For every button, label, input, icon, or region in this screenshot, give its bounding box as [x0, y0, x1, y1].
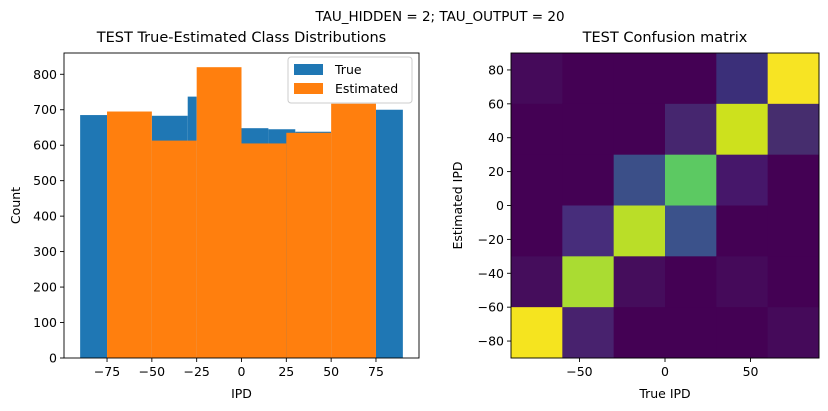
cm-cell-r2-c5 — [767, 154, 820, 206]
confusion-matrix-title: TEST Confusion matrix — [582, 30, 748, 46]
cm-y-tick-label: 60 — [488, 96, 504, 111]
cm-cell-r0-c2 — [613, 53, 666, 105]
y-tick-label: 600 — [33, 138, 57, 153]
cm-cell-r5-c4 — [716, 307, 769, 359]
cm-cell-r3-c2 — [613, 205, 666, 257]
estimated-bar-2 — [196, 67, 242, 358]
distribution-legend: True Estimated — [287, 56, 413, 104]
cm-cell-r3-c0 — [511, 205, 563, 257]
figure-suptitle: TAU_HIDDEN = 2; TAU_OUTPUT = 20 — [314, 9, 564, 25]
x-tick-label: 0 — [238, 364, 246, 379]
x-tick-label: −25 — [183, 364, 209, 379]
y-tick-label: 0 — [49, 351, 57, 366]
estimated-bar-4 — [286, 132, 332, 358]
y-tick-label: 700 — [33, 102, 57, 117]
confusion-matrix-y-label: Estimated IPD — [450, 162, 465, 250]
confusion-matrix-cells — [511, 53, 820, 359]
cm-cell-r5-c0 — [511, 307, 563, 359]
legend-label-true: True — [334, 62, 362, 77]
cm-y-tick-label: 40 — [488, 130, 504, 145]
x-tick-label: 25 — [278, 364, 294, 379]
cm-cell-r0-c4 — [716, 53, 769, 105]
cm-cell-r1-c1 — [562, 103, 615, 156]
cm-cell-r0-c5 — [767, 53, 820, 105]
cm-cell-r3-c5 — [767, 205, 820, 257]
cm-cell-r3-c4 — [716, 205, 769, 257]
cm-cell-r2-c3 — [665, 154, 717, 206]
distribution-y-label: Count — [8, 187, 23, 224]
y-tick-label: 800 — [33, 67, 57, 82]
distribution-axes-frame — [63, 52, 420, 359]
true-bar-6 — [375, 109, 403, 359]
confusion-matrix-chart: TEST Confusion matrix −50 0 50 80 60 40 20 0 −20… — [450, 30, 820, 401]
true-bar-0 — [80, 115, 108, 358]
cm-cell-r1-c5 — [767, 103, 820, 156]
legend-label-estimated: Estimated — [335, 81, 398, 96]
y-tick-label: 500 — [33, 173, 57, 188]
distribution-chart: TEST True-Estimated Class Distributions … — [8, 30, 420, 401]
cm-cell-r0-c3 — [665, 53, 717, 105]
x-tick-label: 50 — [323, 364, 339, 379]
cm-x-tick-label: 50 — [743, 364, 759, 379]
cm-cell-r4-c2 — [613, 256, 666, 308]
cm-cell-r1-c3 — [665, 103, 717, 156]
cm-y-tick-label: −80 — [478, 334, 504, 349]
cm-cell-r3-c3 — [665, 205, 717, 257]
legend-swatch-true — [294, 64, 323, 75]
x-tick-label: −75 — [94, 364, 120, 379]
distribution-axis-ticks: −75 −50 −25 0 25 50 75 0 100 200 300 400 500 600 700 80… — [33, 67, 384, 379]
distribution-x-label: IPD — [231, 386, 252, 401]
cm-cell-r4-c3 — [665, 256, 717, 308]
estimated-bar-5 — [331, 103, 376, 358]
cm-y-tick-label: 0 — [496, 198, 504, 213]
cm-cell-r5-c1 — [562, 307, 615, 359]
cm-y-tick-label: −60 — [478, 300, 504, 315]
cm-cell-r4-c1 — [562, 256, 615, 308]
cm-cell-r5-c3 — [665, 307, 717, 359]
cm-cell-r1-c0 — [511, 103, 563, 156]
cm-y-tick-label: 20 — [488, 164, 504, 179]
confusion-matrix-axis-ticks: −50 0 50 80 60 40 20 0 −20 −40 −60 −80 — [478, 62, 759, 379]
cm-cell-r5-c5 — [767, 307, 820, 359]
cm-cell-r5-c2 — [613, 307, 666, 359]
distribution-bars — [80, 67, 403, 359]
cm-x-tick-label: −50 — [566, 364, 592, 379]
cm-cell-r3-c1 — [562, 205, 615, 257]
cm-cell-r2-c0 — [511, 154, 563, 206]
cm-cell-r2-c2 — [613, 154, 666, 206]
legend-swatch-estimated — [294, 83, 323, 94]
cm-cell-r2-c1 — [562, 154, 615, 206]
cm-cell-r1-c4 — [716, 103, 769, 156]
estimated-bar-1 — [151, 140, 197, 358]
estimated-bar-3 — [241, 143, 287, 358]
cm-y-tick-label: −40 — [478, 266, 504, 281]
cm-x-tick-label: 0 — [661, 364, 669, 379]
estimated-bar-0 — [107, 111, 152, 359]
cm-cell-r4-c0 — [511, 256, 563, 308]
confusion-matrix-frame — [510, 52, 820, 359]
y-tick-label: 200 — [33, 280, 57, 295]
y-tick-label: 400 — [33, 209, 57, 224]
cm-cell-r4-c5 — [767, 256, 820, 308]
cm-cell-r0-c1 — [562, 53, 615, 105]
confusion-matrix-x-label: True IPD — [638, 386, 690, 401]
cm-cell-r0-c0 — [511, 53, 563, 105]
cm-y-tick-label: −20 — [478, 232, 504, 247]
cm-cell-r4-c4 — [716, 256, 769, 308]
y-tick-label: 300 — [33, 244, 57, 259]
distribution-chart-title: TEST True-Estimated Class Distributions — [96, 30, 386, 46]
x-tick-label: −50 — [139, 364, 165, 379]
cm-y-tick-label: 80 — [488, 62, 504, 77]
x-tick-label: 75 — [368, 364, 384, 379]
cm-cell-r2-c4 — [716, 154, 769, 206]
cm-cell-r1-c2 — [613, 103, 666, 156]
y-tick-label: 100 — [33, 315, 57, 330]
